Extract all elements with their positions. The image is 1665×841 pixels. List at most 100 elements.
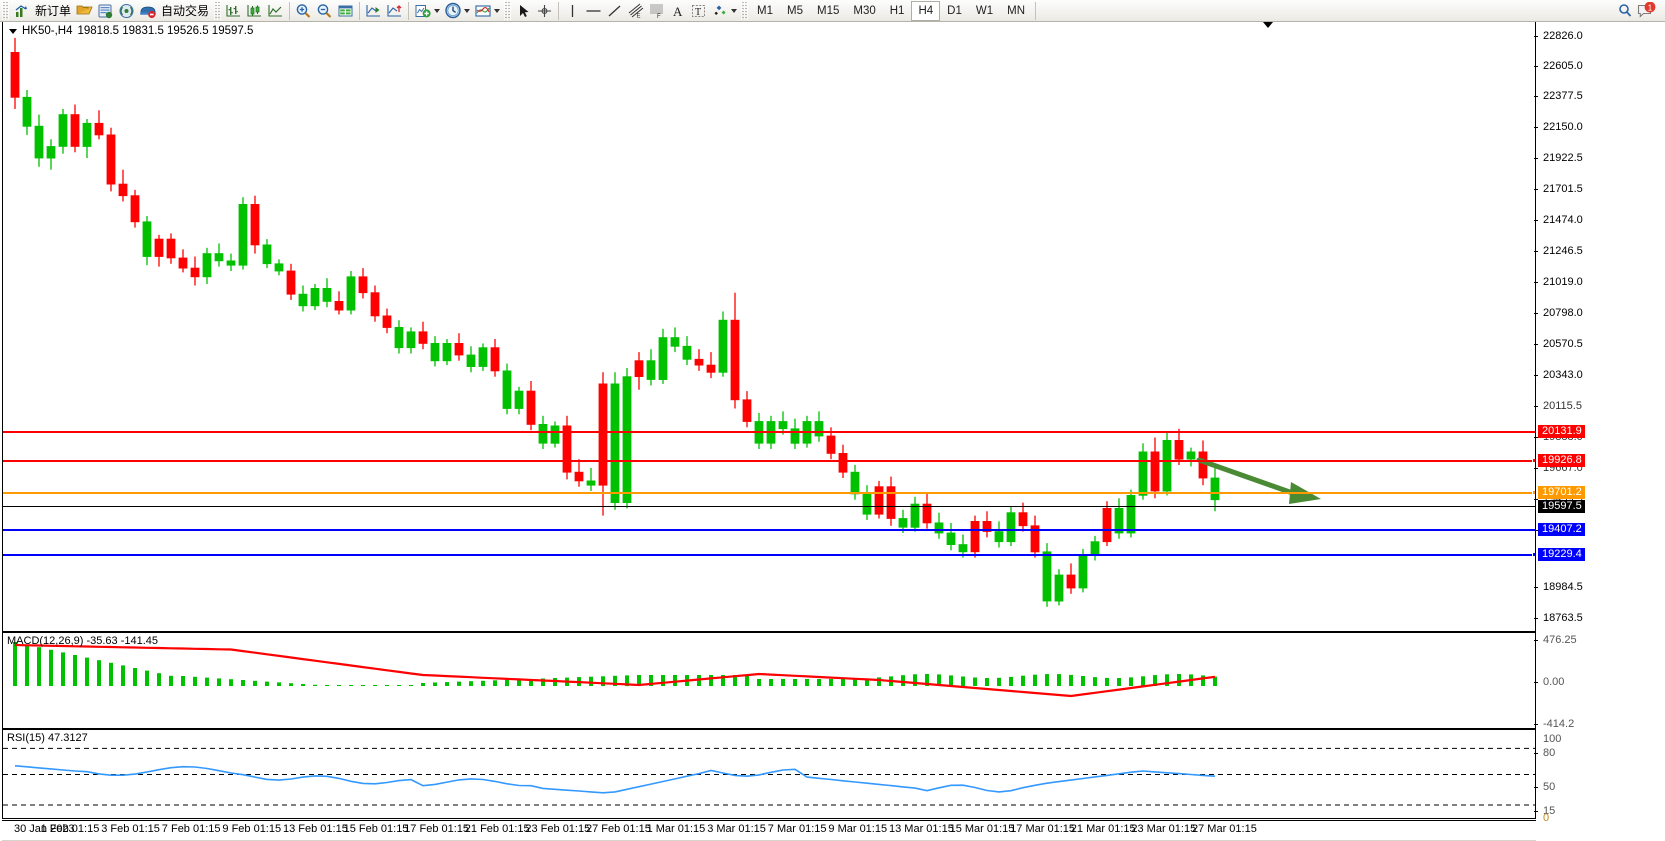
toolbar-grip-4[interactable] bbox=[741, 1, 749, 20]
fibonacci-icon[interactable]: F bbox=[646, 1, 667, 21]
time-axis-label: 7 Mar 01:15 bbox=[767, 823, 827, 835]
shapes-dropdown-caret[interactable] bbox=[731, 8, 738, 13]
text-icon[interactable]: A bbox=[667, 1, 688, 21]
price-pane[interactable] bbox=[3, 22, 1535, 630]
horizontal-line-icon[interactable] bbox=[583, 1, 604, 21]
svg-text:A: A bbox=[673, 4, 683, 19]
timeframe-h4[interactable]: H4 bbox=[911, 0, 941, 21]
chart-grid-icon[interactable] bbox=[335, 1, 356, 21]
auto-trading-button[interactable]: 自动交易 bbox=[161, 3, 210, 18]
price-tag-resistance-2[interactable]: 19926.8 bbox=[1538, 454, 1585, 467]
axis-tick-hidden: 19439.5 bbox=[1534, 494, 1583, 505]
rsi-series bbox=[3, 747, 1535, 806]
rsi-axis-tick: 50 bbox=[1533, 782, 1555, 793]
rsi-indicator-label: RSI(15) 47.3127 bbox=[7, 732, 88, 744]
folder-icon[interactable] bbox=[74, 1, 95, 21]
toolbar-separator-2 bbox=[359, 1, 361, 20]
macd-axis-tick: 0.00 bbox=[1533, 677, 1564, 688]
timeframe-m30[interactable]: M30 bbox=[853, 4, 876, 17]
templates-dropdown-caret[interactable] bbox=[494, 8, 501, 13]
vertical-line-icon[interactable] bbox=[562, 1, 583, 21]
zoom-out-icon[interactable] bbox=[314, 1, 335, 21]
axis-tick: 21474.0 bbox=[1534, 215, 1583, 226]
cursor-icon[interactable] bbox=[513, 1, 534, 21]
toolbar-grip-2[interactable] bbox=[214, 1, 222, 20]
time-axis-label: 27 Mar 01:15 bbox=[1192, 823, 1257, 835]
timeframe-mn[interactable]: MN bbox=[1007, 4, 1025, 17]
time-axis-label: 13 Mar 01:15 bbox=[889, 823, 954, 835]
auto-scroll-icon[interactable] bbox=[384, 1, 405, 21]
time-axis-label: 9 Mar 01:15 bbox=[828, 823, 888, 835]
indicators-icon[interactable] bbox=[412, 1, 433, 21]
level-line-support-1[interactable] bbox=[3, 529, 1535, 531]
level-line-pivot[interactable] bbox=[3, 490, 1535, 495]
timeframe-m1[interactable]: M1 bbox=[757, 4, 774, 17]
time-axis-label: 23 Feb 01:15 bbox=[525, 823, 591, 835]
candlestick-chart-icon[interactable] bbox=[244, 1, 265, 21]
rsi-pane[interactable]: RSI(15) 47.3127 bbox=[3, 731, 1535, 818]
equidistant-channel-icon[interactable]: E bbox=[625, 1, 646, 21]
search-icon[interactable] bbox=[1614, 1, 1635, 21]
price-tag-support-2[interactable]: 19229.4 bbox=[1538, 548, 1585, 561]
axis-tick: 22826.0 bbox=[1534, 31, 1583, 42]
templates-icon[interactable] bbox=[472, 1, 493, 21]
crosshair-icon[interactable] bbox=[534, 1, 555, 21]
svg-text:E: E bbox=[636, 14, 640, 19]
timeframe-h1[interactable]: H1 bbox=[889, 4, 905, 17]
bar-chart-icon[interactable] bbox=[223, 1, 244, 21]
time-axis-label: 21 Feb 01:15 bbox=[464, 823, 530, 835]
chart-shift-icon[interactable] bbox=[363, 1, 384, 21]
axis-tick: 18984.5 bbox=[1534, 582, 1583, 593]
level-handle[interactable] bbox=[1532, 490, 1535, 495]
axis-tick: 20343.0 bbox=[1534, 370, 1583, 381]
text-label-icon[interactable]: T bbox=[688, 1, 709, 21]
pane-divider-price-macd bbox=[3, 631, 1535, 633]
periods-icon[interactable] bbox=[442, 1, 463, 21]
new-order-icon[interactable] bbox=[11, 1, 32, 21]
new-order-button[interactable]: 新订单 bbox=[35, 3, 72, 18]
axis-tick-hidden: 20115.5 bbox=[1534, 401, 1582, 412]
periods-dropdown-caret[interactable] bbox=[464, 8, 471, 13]
data-window-icon[interactable] bbox=[95, 1, 116, 21]
level-line-resistance-2[interactable] bbox=[3, 458, 1535, 463]
level-line-resistance-1[interactable] bbox=[3, 431, 1535, 433]
time-axis-label: 17 Mar 01:15 bbox=[1010, 823, 1076, 835]
svg-text:T: T bbox=[695, 7, 701, 18]
alerts-badge-count: 1 bbox=[1648, 3, 1653, 12]
timeframe-w1[interactable]: W1 bbox=[975, 4, 994, 17]
axis-tick: 18763.5 bbox=[1534, 613, 1583, 624]
level-line-support-2[interactable] bbox=[3, 552, 1535, 557]
chevron-down-icon[interactable] bbox=[9, 28, 17, 34]
price-axis[interactable]: 22826.0 22605.0 22377.5 22150.0 21922.5 … bbox=[1533, 22, 1665, 824]
chart-symbol-header: HK50-,H4 19818.5 19831.5 19526.5 19597.5 bbox=[9, 25, 253, 37]
time-axis[interactable]: 30 Jan 2023 1 Feb 01:15 3 Feb 01:15 7 Feb 0… bbox=[2, 820, 1536, 841]
pane-collapse-handle[interactable] bbox=[1263, 22, 1273, 28]
trendline-icon[interactable] bbox=[604, 1, 625, 21]
signals-icon[interactable] bbox=[116, 1, 137, 21]
price-tag-resistance-1[interactable]: 20131.9 bbox=[1538, 425, 1585, 438]
bearish-arrow-annotation[interactable] bbox=[1193, 454, 1333, 509]
timeframe-d1[interactable]: D1 bbox=[947, 4, 962, 17]
zoom-in-icon[interactable] bbox=[293, 1, 314, 21]
time-axis-label: 17 Feb 01:15 bbox=[404, 823, 470, 835]
price-tag-support-1[interactable]: 19407.2 bbox=[1538, 523, 1585, 536]
level-handle[interactable] bbox=[1532, 552, 1535, 557]
axis-tick: 22377.5 bbox=[1534, 91, 1583, 102]
alerts-icon[interactable]: 1 bbox=[1635, 1, 1657, 21]
shapes-icon[interactable] bbox=[709, 1, 730, 21]
toolbar-grip-3[interactable] bbox=[504, 1, 512, 20]
time-axis-label: 3 Mar 01:15 bbox=[707, 823, 766, 835]
price-tag-pivot[interactable]: 19701.2 bbox=[1538, 486, 1585, 499]
chart-plot-frame[interactable]: HK50-,H4 19818.5 19831.5 19526.5 19597.5 bbox=[2, 22, 1536, 819]
timeframe-m5[interactable]: M5 bbox=[787, 4, 803, 17]
axis-tick: 21922.5 bbox=[1534, 153, 1583, 164]
indicators-dropdown-caret[interactable] bbox=[434, 8, 441, 13]
toolbar-grip[interactable] bbox=[2, 1, 9, 20]
timeframe-m15[interactable]: M15 bbox=[817, 4, 840, 17]
auto-trading-icon[interactable] bbox=[137, 1, 158, 21]
line-chart-icon[interactable] bbox=[265, 1, 286, 21]
level-handle[interactable] bbox=[1532, 458, 1535, 463]
time-axis-label: 9 Feb 01:15 bbox=[222, 823, 282, 835]
time-axis-label: 21 Mar 01:15 bbox=[1070, 823, 1136, 835]
macd-pane[interactable]: MACD(12,26,9) -35.63 -141.45 bbox=[3, 634, 1535, 728]
